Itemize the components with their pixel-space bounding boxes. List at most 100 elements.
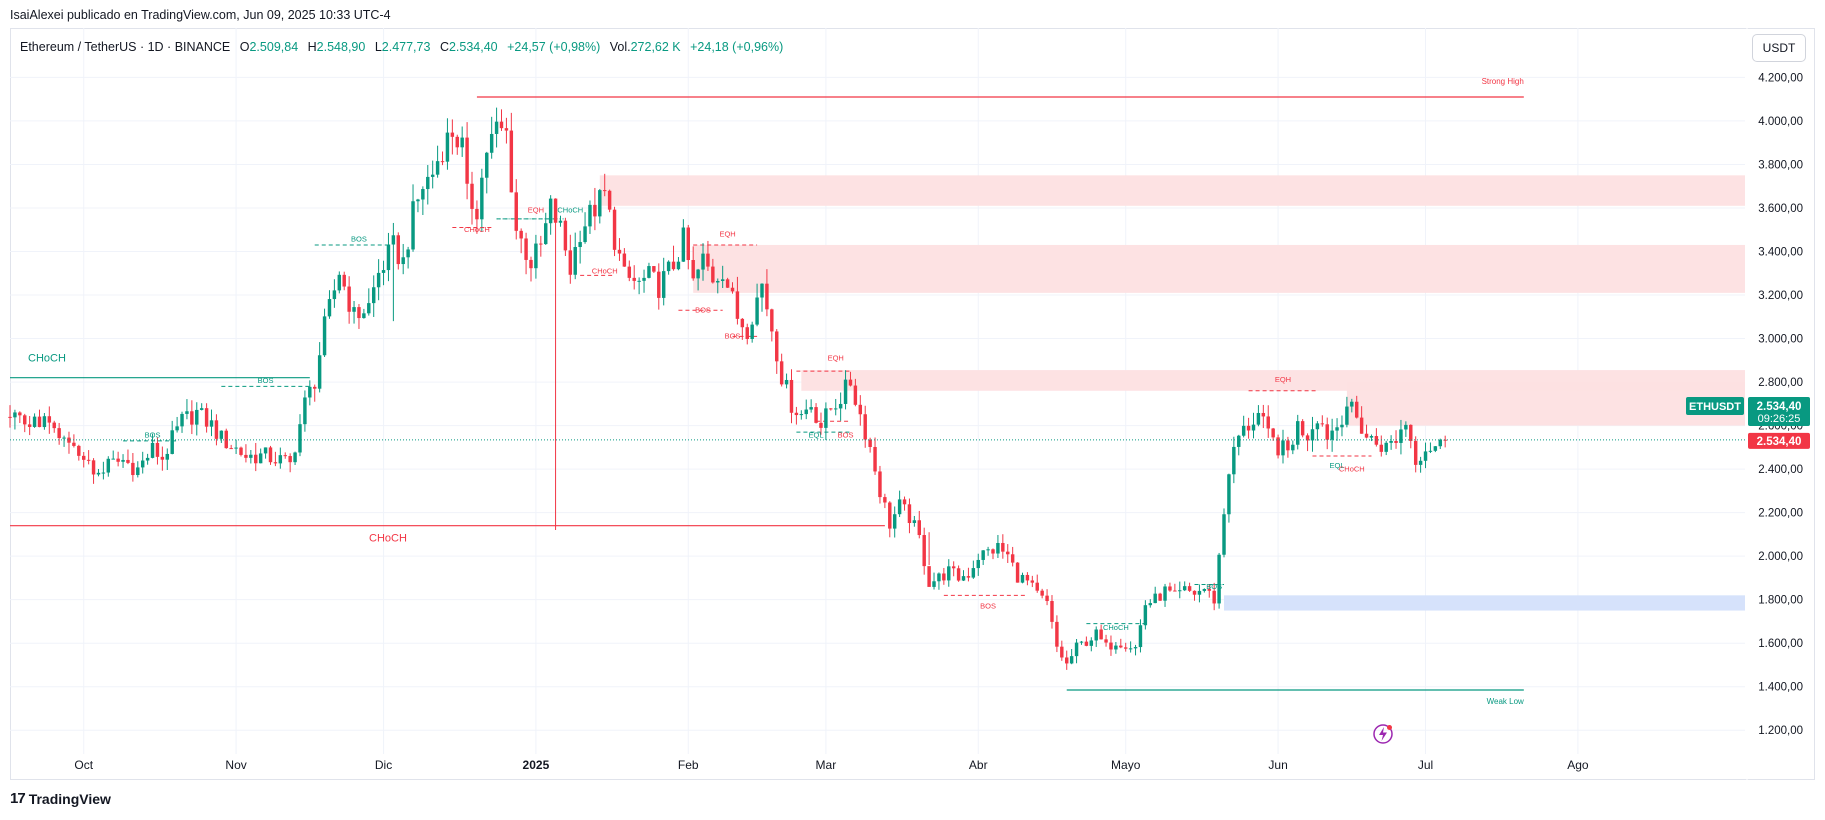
tradingview-footer[interactable]: 17 TradingView (10, 790, 111, 807)
candle-body (1168, 586, 1172, 591)
candle-body (317, 355, 322, 389)
candle-body (912, 520, 917, 524)
candle-body (1227, 474, 1231, 515)
candle-body (386, 244, 391, 271)
candle-body (519, 230, 523, 239)
candle-body (553, 198, 558, 223)
candle-body (352, 307, 356, 312)
close-label: C (439, 40, 449, 54)
candle-body (961, 576, 966, 581)
ohlc-legend: Ethereum / TetherUS · 1D · BINANCE O2.50… (20, 40, 783, 54)
candle-body (1384, 442, 1388, 452)
structure-label: BOS (695, 305, 711, 314)
candle-body (691, 260, 695, 279)
candle-body (1222, 514, 1226, 555)
candle-body (401, 257, 405, 265)
x-tick-label: Ago (1567, 758, 1589, 772)
candle-body (666, 261, 671, 272)
structure-label: BOS (351, 235, 367, 244)
level-label: Strong High (1482, 77, 1524, 86)
candle-body (96, 472, 101, 475)
candle-body (1109, 642, 1113, 650)
candle-body (730, 287, 735, 292)
candle-body (509, 130, 514, 193)
candle-body (1413, 440, 1418, 465)
candle-body (735, 291, 740, 319)
candle-body (725, 279, 730, 288)
candle-body (1443, 439, 1447, 441)
tradingview-brand: TradingView (28, 790, 111, 807)
candle-body (376, 272, 381, 288)
price-change: +24,57 (+0,98%) (507, 40, 601, 54)
candle-body (740, 318, 745, 328)
candle-body (524, 238, 528, 260)
candle-body (593, 204, 597, 217)
structure-label: EQH (1275, 375, 1291, 384)
candle-body (661, 271, 666, 298)
candle-body (1148, 603, 1153, 606)
candle-body (681, 227, 686, 262)
candle-body (1079, 641, 1084, 643)
candle-body (622, 253, 627, 267)
candle-body (1379, 444, 1384, 452)
candle-body (1094, 629, 1098, 641)
currency-button[interactable]: USDT (1752, 34, 1806, 62)
candle-body (853, 385, 858, 405)
candle-body (1315, 423, 1320, 430)
candle-body (838, 403, 843, 409)
open-label: O (239, 40, 250, 54)
candle-body (1099, 629, 1103, 640)
y-tick-label: 3.400,00 (1758, 246, 1803, 258)
candle-body (1187, 586, 1192, 591)
candle-body (283, 455, 287, 457)
candle-body (1438, 439, 1442, 447)
candle-body (180, 413, 184, 427)
level-label: Weak Low (1487, 697, 1524, 706)
structure-label: BOS (1206, 582, 1222, 591)
candle-body (249, 454, 253, 458)
lightning-icon[interactable] (1372, 723, 1394, 745)
candle-body (986, 549, 990, 551)
candle-body (214, 420, 219, 439)
candle-body (1138, 625, 1143, 648)
x-tick-label: Mar (816, 758, 837, 772)
candle-body (671, 261, 676, 270)
y-tick-label: 2.400,00 (1758, 464, 1803, 476)
volume-value: 272,62 K (630, 40, 681, 54)
candle-body (239, 447, 243, 455)
candle-body (951, 566, 956, 569)
candle-body (755, 297, 759, 325)
candle-body (883, 497, 887, 503)
candle-body (1212, 590, 1216, 604)
price-tag-teal (1748, 397, 1810, 426)
y-tick-label: 2.800,00 (1758, 377, 1803, 389)
candle-body (652, 266, 656, 272)
high-value: 2.548,90 (316, 40, 366, 54)
candle-body (1207, 588, 1211, 591)
candle-body (52, 422, 56, 429)
candle-body (244, 454, 248, 458)
candle-body (489, 133, 494, 153)
candle-body (573, 247, 577, 275)
candle-body (789, 379, 794, 413)
candle-body (602, 190, 607, 192)
candle-body (1060, 646, 1064, 658)
candle-body (18, 412, 22, 416)
candle-body (966, 576, 971, 578)
candle-body (1335, 427, 1339, 431)
y-tick-label: 1.400,00 (1758, 682, 1803, 694)
candle-body (873, 446, 877, 472)
candle-body (494, 121, 499, 134)
candle-body (1251, 424, 1256, 431)
candle-body (612, 209, 617, 250)
candle-body (1089, 640, 1094, 646)
symbol-title[interactable]: Ethereum / TetherUS · 1D · BINANCE (20, 40, 231, 54)
structure-label: BOS (258, 376, 274, 385)
candle-body (440, 161, 445, 163)
candle-body (897, 499, 902, 515)
published-line: IsaiAlexei publicado en TradingView.com,… (10, 8, 391, 22)
structure-label: CHoCH (557, 205, 583, 214)
candle-body (288, 456, 292, 463)
candle-body (1015, 562, 1020, 583)
